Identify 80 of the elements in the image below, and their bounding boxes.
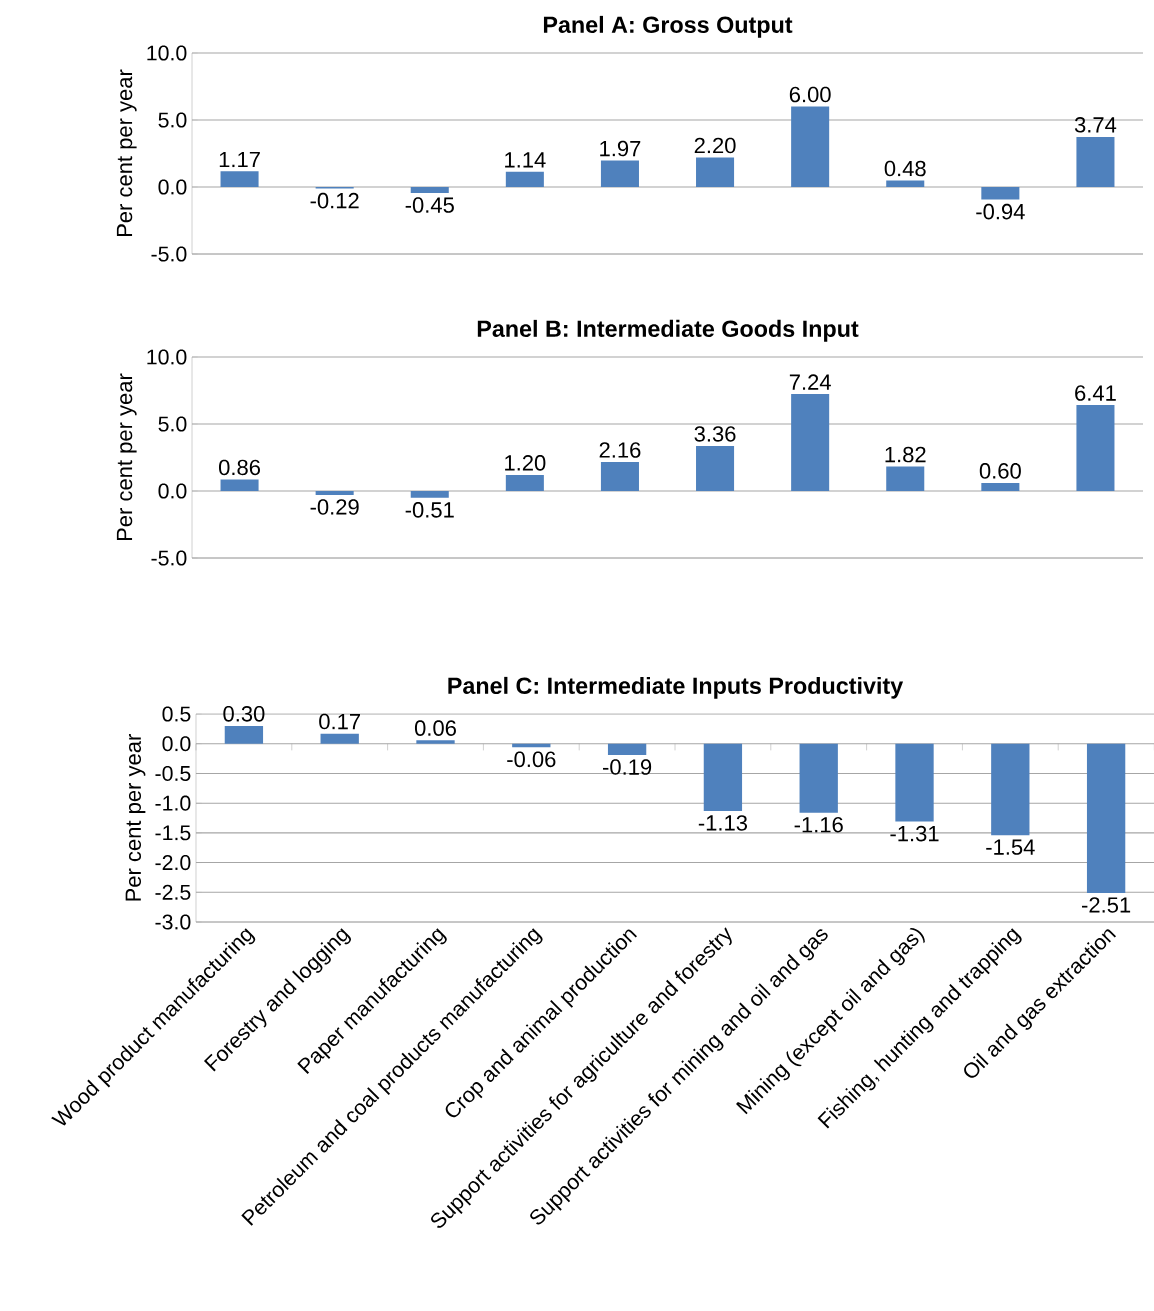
bar (696, 445, 735, 492)
data-label: 3.74 (1074, 117, 1117, 133)
y-tick-label: 5.0 (158, 416, 187, 432)
bar (505, 171, 544, 188)
chart-title: Panel A: Gross Output (543, 15, 793, 38)
data-label: -2.51 (1082, 897, 1131, 913)
y-tick-label: -2.0 (155, 855, 191, 871)
data-label: -0.45 (405, 197, 454, 213)
bar (1076, 136, 1115, 188)
data-label: 1.17 (219, 151, 260, 168)
bar (224, 725, 264, 744)
chart-title: Panel B: Intermediate Goods Input (477, 319, 859, 342)
y-tick-label: -5.0 (151, 246, 187, 262)
data-label: -1.13 (698, 815, 748, 831)
bar (981, 187, 1020, 200)
data-label: 0.48 (884, 160, 926, 177)
bar (791, 393, 830, 492)
data-label: 1.82 (885, 446, 926, 463)
data-label: 0.17 (319, 713, 360, 730)
bar (1076, 405, 1115, 492)
data-label: -1.54 (986, 839, 1035, 855)
bar (991, 743, 1030, 836)
data-label: -0.29 (310, 499, 359, 515)
bar (607, 743, 647, 756)
y-axis-title: Per cent per year (116, 69, 137, 237)
y-tick-label: -0.5 (155, 765, 191, 781)
bar (410, 187, 449, 194)
data-label: 0.06 (414, 720, 456, 736)
y-tick-label: 0.0 (158, 179, 187, 195)
data-label: 0.86 (219, 459, 260, 476)
data-label: -0.94 (976, 203, 1025, 220)
bar (220, 171, 259, 188)
y-tick-label: -5.0 (151, 550, 187, 566)
data-label: -0.19 (603, 759, 652, 775)
bar (416, 740, 455, 744)
y-tick-label: -1.0 (155, 795, 191, 811)
y-tick-label: 0.0 (158, 483, 187, 499)
bar (703, 743, 743, 811)
data-label: -1.31 (890, 825, 939, 842)
bar (320, 733, 359, 744)
bar (886, 466, 925, 492)
bar (886, 180, 925, 188)
y-tick-label: -1.5 (155, 825, 191, 841)
y-tick-label: 0.0 (162, 736, 191, 752)
data-label: 2.20 (694, 137, 736, 154)
data-label: 7.24 (789, 374, 831, 390)
bar (410, 491, 449, 498)
data-label: -0.06 (507, 751, 556, 768)
data-label: 6.41 (1075, 385, 1116, 401)
y-axis-title: Per cent per year (116, 373, 137, 541)
bar (895, 743, 934, 822)
bar (600, 462, 639, 492)
data-label: -0.12 (310, 192, 359, 209)
bar (315, 491, 354, 495)
data-label: 1.97 (600, 140, 641, 157)
bar (981, 482, 1020, 492)
bar (220, 479, 259, 492)
bar (600, 160, 639, 188)
data-label: 0.30 (223, 706, 265, 722)
data-label: 2.16 (599, 442, 641, 458)
data-label: 3.36 (694, 426, 736, 442)
y-tick-label: 5.0 (158, 112, 187, 128)
data-label: -0.51 (405, 502, 454, 518)
y-tick-label: 10.0 (147, 45, 187, 61)
y-tick-label: -2.5 (155, 884, 191, 900)
bar (505, 474, 544, 492)
data-label: 6.00 (789, 86, 831, 103)
chart-title: Panel C: Intermediate Inputs Productivity (448, 676, 904, 699)
bar (1086, 743, 1126, 893)
bar (799, 743, 838, 813)
data-label: 0.60 (979, 463, 1021, 479)
y-axis-title: Per cent per year (125, 734, 146, 901)
data-label: 1.14 (505, 152, 546, 168)
y-tick-label: 10.0 (147, 349, 187, 365)
bar (696, 157, 735, 188)
y-tick-label: -3.0 (155, 914, 191, 930)
bar (791, 106, 830, 188)
y-tick-label: 0.5 (162, 706, 191, 722)
data-label: -1.16 (794, 816, 843, 833)
data-label: 1.20 (505, 455, 546, 471)
